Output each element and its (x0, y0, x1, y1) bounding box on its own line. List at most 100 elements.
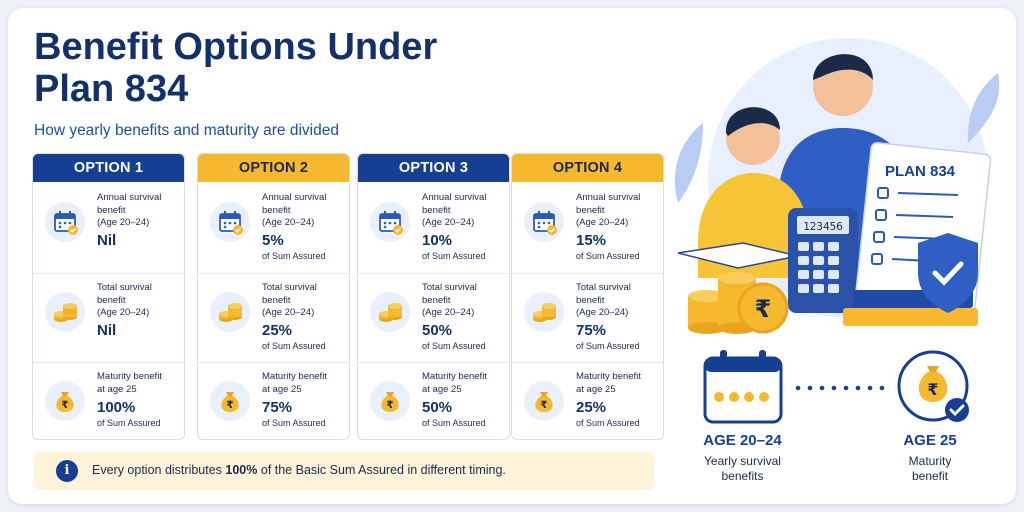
money-bag-icon: ₹ (370, 381, 410, 421)
father-hair (813, 54, 873, 80)
boy-hair (725, 107, 780, 136)
timeline-right-sub-1: Maturity (908, 454, 952, 468)
maturity-label-1: Maturity benefit (576, 371, 641, 382)
total-benefit-row: Total survival benefit (Age 20–24) 75% of … (512, 273, 663, 361)
svg-text:₹: ₹ (62, 400, 69, 411)
sum-assured-label: of Sum Assured (262, 341, 326, 351)
coin-stack-icon (524, 292, 564, 332)
maturity-benefit-row: ₹ Maturity benefit at age 25 100% of Sum … (33, 362, 184, 439)
timeline-left-sub-1: Yearly survival (704, 454, 781, 468)
calendar-timeline-icon (703, 350, 783, 424)
age-range-label: (Age 20–24) (576, 217, 629, 228)
money-bag-icon: ₹ (45, 381, 85, 421)
sum-assured-label: of Sum Assured (422, 341, 486, 351)
annual-benefit-row: Annual survival benefit (Age 20–24) Nil (33, 184, 184, 272)
maturity-label-2: at age 25 (576, 383, 616, 395)
page-subtitle: How yearly benefits and maturity are div… (34, 122, 339, 139)
total-label-1: Total survival (262, 282, 317, 293)
option-card-1: OPTION 1 Annual survival benefit (Age 20–2… (32, 153, 185, 440)
maturity-benefit-row: ₹ Maturity benefit at age 25 25% of Sum A… (512, 362, 663, 439)
timeline-left-label: AGE 20–24 (703, 432, 782, 449)
info-note-text: Every option distributes 100% of the Bas… (92, 463, 506, 477)
clipboard-title: PLAN 834 (885, 163, 956, 180)
total-label-2: benefit (97, 294, 126, 306)
note-text-before: Every option distributes (92, 463, 226, 477)
total-label-1: Total survival (576, 282, 631, 293)
total-benefit-row: Total survival benefit (Age 20–24) 25% of … (198, 273, 349, 361)
option-card-2: OPTION 2 Annual survival benefit (Age 20–2… (197, 153, 350, 440)
money-bag-icon: ₹ (210, 381, 250, 421)
total-value: 75% (576, 322, 607, 339)
calendar-check-icon (210, 202, 250, 242)
timeline-right-sub-2: benefit (911, 469, 949, 483)
annual-label-1: Annual survival (262, 192, 327, 203)
annual-label-1: Annual survival (422, 192, 487, 203)
rupee-coin-icon (737, 282, 789, 334)
age-range-label: (Age 20–24) (576, 307, 629, 318)
annual-label-2: benefit (576, 204, 605, 216)
option-header: OPTION 2 (198, 154, 349, 182)
money-bag-icon: ₹ (524, 381, 564, 421)
family-planning-illustration: 123456 ₹ PLAN 834 (674, 38, 1000, 334)
age-range-label: (Age 20–24) (262, 217, 315, 228)
total-benefit-row: Total survival benefit (Age 20–24) 50% of … (358, 273, 509, 361)
info-note: i Every option distributes 100% of the B… (34, 452, 654, 490)
maturity-label-1: Maturity benefit (422, 371, 487, 382)
age-range-label: (Age 20–24) (97, 217, 150, 228)
sum-assured-label: of Sum Assured (576, 251, 640, 261)
infographic-card: Benefit Options Under Plan 834 How yearl… (8, 8, 1016, 504)
maturity-label-2: at age 25 (422, 383, 462, 395)
sum-assured-label: of Sum Assured (262, 251, 326, 261)
age-range-label: (Age 20–24) (262, 307, 315, 318)
shield-check-icon (918, 233, 978, 313)
coin-stack-icon (370, 292, 410, 332)
annual-label-2: benefit (97, 204, 126, 216)
note-text-bold: 100% (225, 463, 258, 477)
maturity-value: 50% (422, 399, 453, 416)
leaf-icon (967, 73, 1000, 143)
annual-label-2: benefit (262, 204, 291, 216)
calendar-check-icon (524, 202, 564, 242)
note-text-after: of the Basic Sum Assured in different ti… (257, 463, 506, 477)
coin-stack-icon (45, 292, 85, 332)
leaf-icon (674, 123, 703, 203)
timeline-left-sub: Yearly survival benefits (685, 454, 800, 484)
page-title: Benefit Options Under Plan 834 (34, 26, 438, 110)
sum-assured-label: of Sum Assured (262, 418, 326, 428)
total-benefit-row: Total survival benefit (Age 20–24) Nil (33, 273, 184, 361)
annual-value: Nil (97, 232, 117, 249)
money-bag-check-icon: ₹ (897, 350, 969, 422)
timeline-dotted-connector (795, 385, 885, 391)
sum-assured-label: of Sum Assured (422, 251, 486, 261)
age-range-label: (Age 20–24) (422, 307, 475, 318)
option-card-3: OPTION 3 Annual survival benefit (Age 20–2… (357, 153, 510, 440)
age-range-label: (Age 20–24) (422, 217, 475, 228)
svg-text:₹: ₹ (541, 400, 548, 411)
calculator-display: 123456 (803, 220, 843, 233)
option-header: OPTION 4 (512, 154, 663, 182)
maturity-benefit-row: ₹ Maturity benefit at age 25 50% of Sum A… (358, 362, 509, 439)
timeline-left-sub-2: benefits (721, 469, 764, 483)
sum-assured-label: of Sum Assured (97, 418, 161, 428)
maturity-benefit-row: ₹ Maturity benefit at age 25 75% of Sum A… (198, 362, 349, 439)
annual-value: 5% (262, 232, 284, 249)
total-label-2: benefit (576, 294, 605, 306)
maturity-value: 25% (576, 399, 607, 416)
svg-text:₹: ₹ (927, 380, 938, 399)
total-label-2: benefit (422, 294, 451, 306)
info-icon: i (56, 460, 78, 482)
option-card-4: OPTION 4 Annual survival benefit (Age 20–2… (511, 153, 664, 440)
maturity-label-1: Maturity benefit (262, 371, 327, 382)
rupee-symbol: ₹ (755, 295, 772, 323)
annual-benefit-row: Annual survival benefit (Age 20–24) 10% of… (358, 184, 509, 272)
annual-label-1: Annual survival (97, 192, 162, 203)
timeline-right-label: AGE 25 (903, 432, 957, 449)
svg-text:₹: ₹ (387, 400, 394, 411)
maturity-label-2: at age 25 (97, 383, 137, 395)
timeline-right-sub: Maturity benefit (880, 454, 980, 484)
calendar-check-icon (370, 202, 410, 242)
total-value: Nil (97, 322, 117, 339)
annual-label-2: benefit (422, 204, 451, 216)
option-header: OPTION 1 (33, 154, 184, 182)
total-label-1: Total survival (97, 282, 152, 293)
